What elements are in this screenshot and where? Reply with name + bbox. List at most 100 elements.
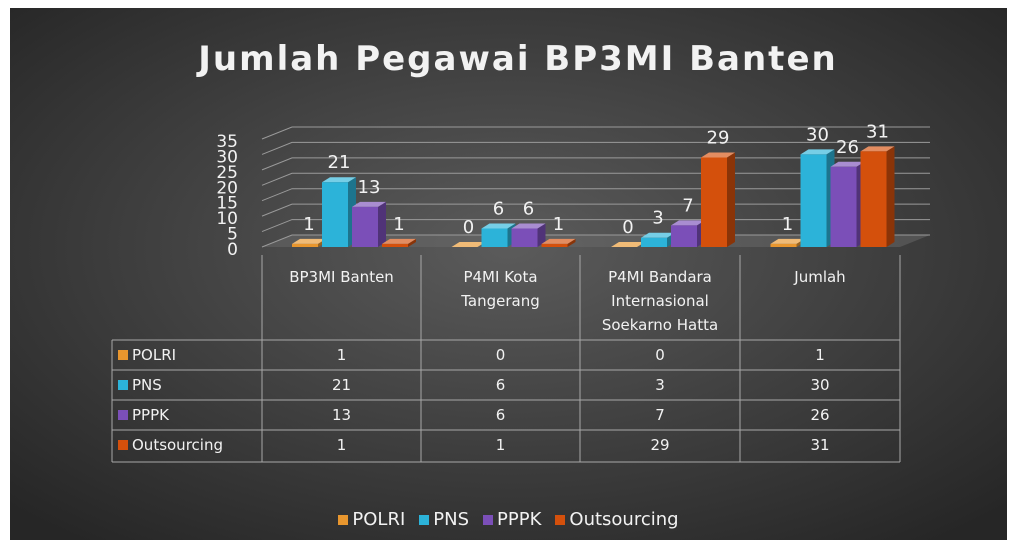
bar-top [511,223,546,229]
bar [322,182,348,247]
row-name: PNS [132,376,162,394]
table-cell: 1 [336,346,347,364]
table-cell: 0 [655,346,665,364]
bar-side [886,146,895,247]
bar [292,243,318,247]
bar [671,225,697,247]
table-cell: 29 [650,436,670,454]
table-row-label: POLRI [112,340,262,370]
floor [262,235,930,247]
y-tick-label: 0 [227,240,238,260]
bar-top [292,238,326,244]
bar-side [567,238,576,247]
table-cell: 6 [495,376,506,394]
bar [481,228,508,247]
data-label: 1 [393,214,404,235]
bar-side [537,223,546,247]
bar-top [800,149,835,155]
bar-top [322,177,356,183]
bar [352,206,378,247]
table-row-label: Outsourcing [112,430,262,460]
row-name: PPPK [132,406,169,424]
bar-top [830,161,865,167]
legend-item: POLRI [338,508,405,532]
table-header: P4MI Kota Tangerang [461,268,540,310]
table-cell: 1 [495,436,506,454]
legend-key [118,410,128,420]
data-label: 1 [303,214,314,235]
table-cell: 26 [810,406,830,424]
table-cell: 6 [495,406,506,424]
table-header: P4MI Bandara Internasional Soekarno Hatt… [601,268,719,334]
y-tick-label: 25 [216,163,238,183]
data-label: 21 [328,152,351,173]
legend-label: POLRI [352,509,406,530]
legend-label: PNS [433,509,470,530]
table-cell: 31 [810,436,830,454]
data-label: 3 [652,208,663,229]
bar-top [481,223,516,229]
data-label: 13 [358,177,381,198]
bar [830,166,857,247]
bar-side [378,201,386,247]
table-cell: 7 [655,406,665,424]
bar [541,243,568,247]
bar [770,243,797,247]
legend-key [555,515,566,525]
legend: POLRI PNS PPPK Outsourcing [10,505,1007,535]
y-tick-label: 30 [216,147,238,167]
data-label: 1 [553,214,564,235]
table-row-label: PPPK [112,400,262,430]
bar [860,151,887,247]
data-label: 0 [622,217,633,238]
bar-top [770,238,805,244]
legend-item: PNS [419,508,469,532]
table-cell: 1 [336,436,347,454]
data-label: 6 [493,198,504,219]
legend-label: Outsourcing [569,509,679,530]
bar-top [701,152,735,158]
legend-item: PPPK [483,508,541,532]
bar-top [451,242,486,247]
bar [641,237,667,247]
data-label: 29 [707,128,730,149]
bar [701,157,727,247]
table-cell: 3 [655,376,665,394]
bar-side [727,152,735,247]
legend-key [483,515,494,525]
row-name: Outsourcing [132,436,223,454]
row-name: POLRI [132,346,177,364]
grid-line [261,126,930,140]
bar [382,243,408,247]
legend-item: Outsourcing [555,508,679,532]
table-row-label: PNS [112,370,262,400]
table-cell: 1 [815,346,825,364]
data-label: 7 [682,195,693,216]
chart-background [10,8,1007,540]
bar-top [611,242,645,247]
bar [800,154,827,247]
y-tick-label: 20 [216,178,238,198]
bar-top [382,238,416,244]
table-cell: 0 [495,346,506,364]
table-cell: 30 [810,376,830,394]
chart-title: Jumlah Pegawai BP3MI Banten [196,39,837,79]
legend-key [118,380,128,390]
legend-label: PPPK [497,509,542,530]
legend-key [338,515,349,525]
y-tick-label: 5 [227,225,238,245]
grid-line [261,141,930,155]
bar [511,228,538,247]
data-label: 6 [523,198,534,219]
y-tick-label: 10 [216,209,238,229]
legend-key [118,440,128,450]
bar-side [408,238,416,247]
bar-top [541,238,576,244]
y-tick-label: 35 [216,132,238,152]
table-cell: 21 [331,376,352,394]
bar-top [641,232,675,238]
data-label: 30 [806,124,829,145]
bar-top [671,220,705,226]
data-label: 31 [866,121,889,142]
